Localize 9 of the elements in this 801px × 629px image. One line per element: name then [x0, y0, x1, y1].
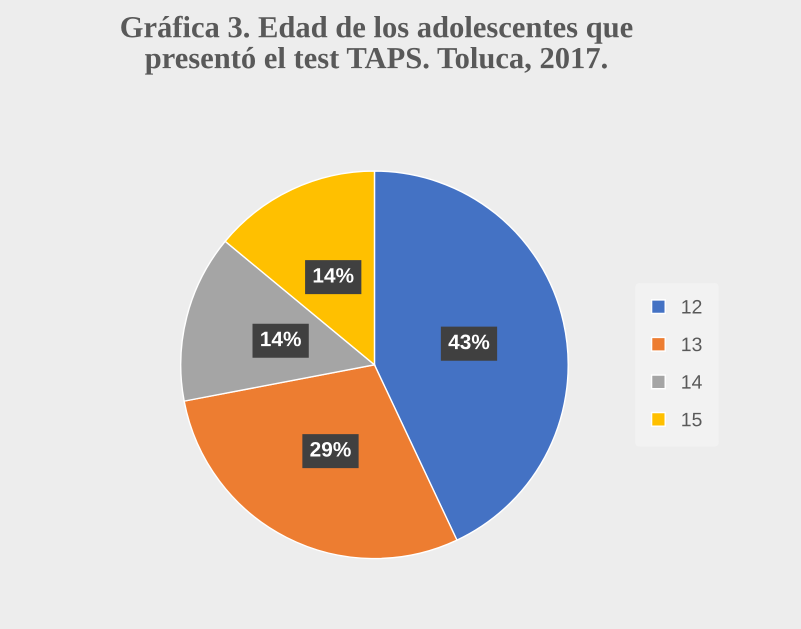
data-label: 29% [310, 442, 351, 457]
legend-label: 12 [682, 300, 702, 314]
chart-title: Gráfica 3. Edad de los adolescentes que presentó el test TAPS. Toluca, 2017. [121, 16, 632, 75]
legend-label: 13 [682, 337, 702, 352]
data-label: 14% [314, 268, 354, 283]
legend-label: 14 [682, 375, 702, 389]
data-label: 14% [261, 332, 301, 346]
legend-label: 15 [682, 412, 702, 426]
data-label: 43% [448, 334, 490, 350]
